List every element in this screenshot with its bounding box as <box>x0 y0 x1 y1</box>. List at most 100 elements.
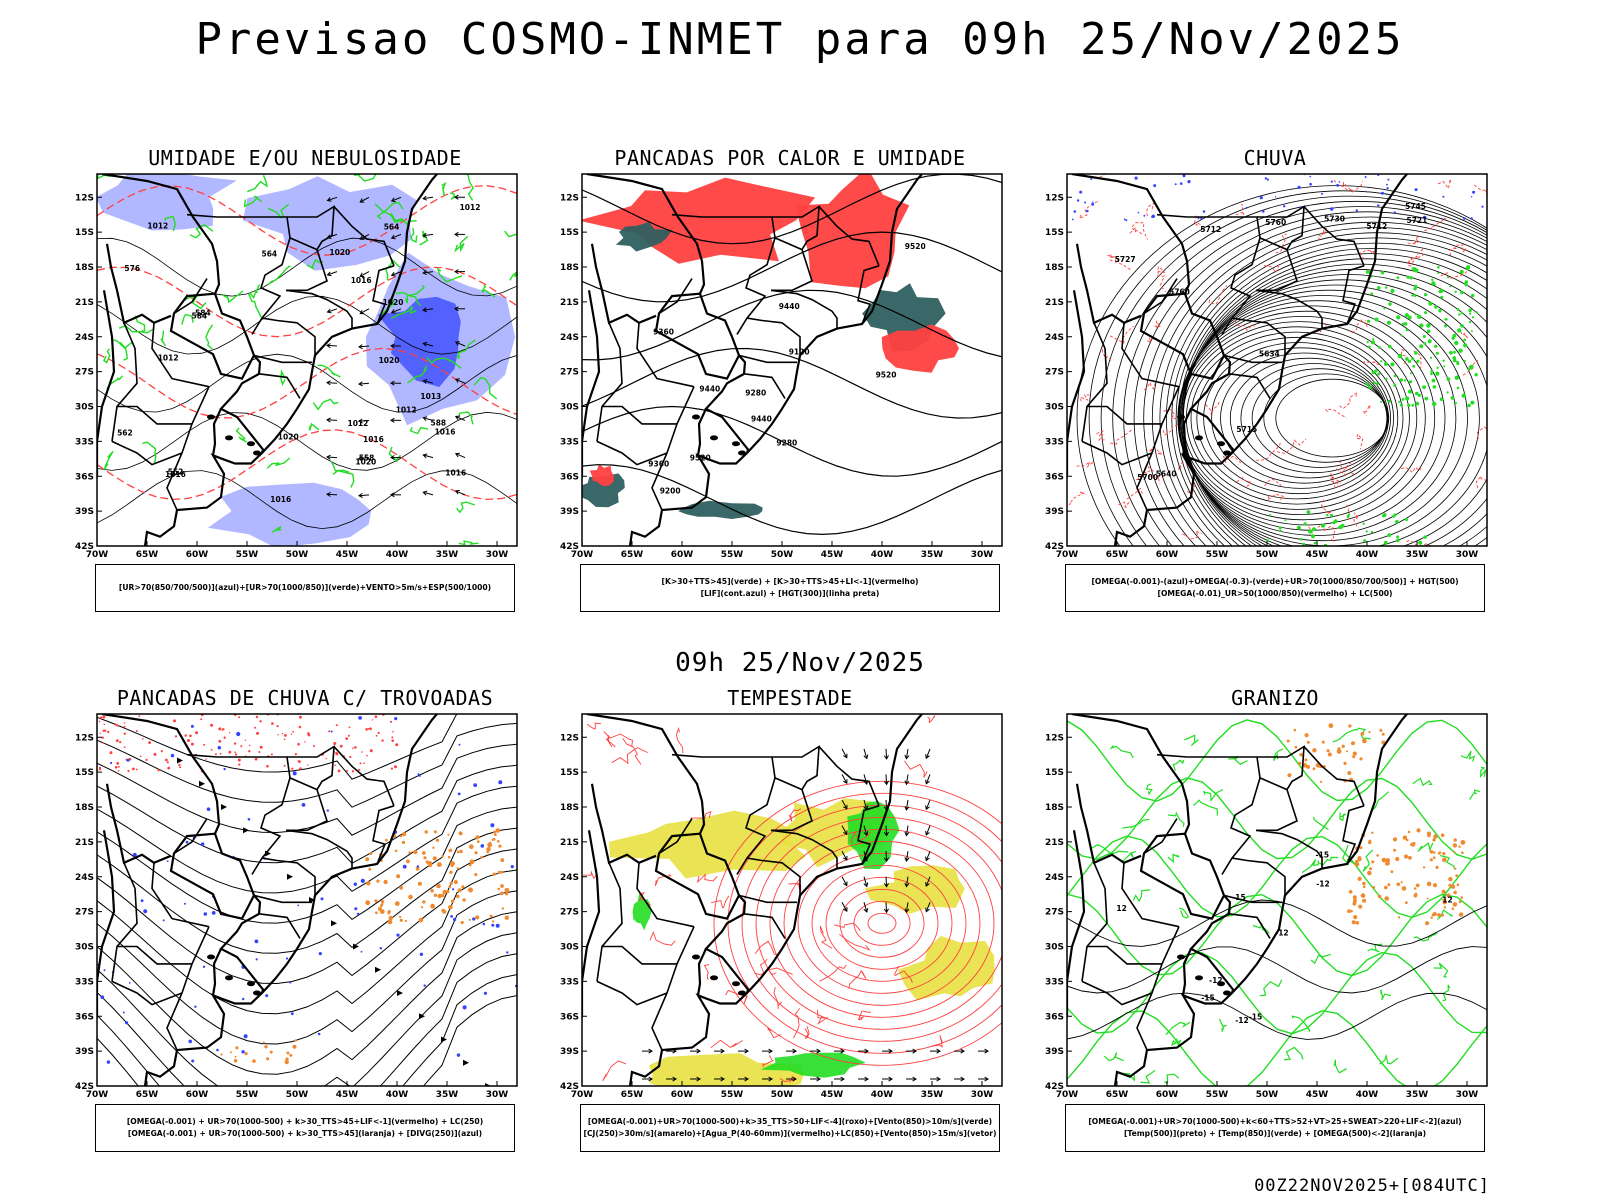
wind-vector <box>912 1048 917 1054</box>
omega-500-area <box>1413 887 1417 890</box>
hgt-500-contour <box>1196 336 1399 500</box>
omega-500-area <box>1351 920 1356 925</box>
wind-vector <box>904 831 910 837</box>
omega-500-area <box>1460 896 1463 899</box>
wind-vector <box>904 754 910 760</box>
li-instability-area <box>218 739 222 743</box>
hgt-500-contour <box>1211 347 1392 489</box>
wind-vector <box>863 799 868 810</box>
lon-tick-label: 40W <box>1356 550 1379 560</box>
omega-03-area <box>1414 313 1417 316</box>
streamline <box>97 953 517 1086</box>
k-tts-area <box>495 828 501 833</box>
humidity-1000-contour <box>436 267 463 283</box>
omega-03-area <box>1468 320 1472 324</box>
state-border <box>287 745 335 791</box>
omega-03-area <box>1419 323 1424 328</box>
lake <box>710 435 718 441</box>
wind-vector <box>455 341 466 347</box>
li-instability-area <box>119 741 122 744</box>
temp-850-contour <box>1339 812 1347 821</box>
k-tts-area <box>220 1053 223 1056</box>
contour-label: 584 <box>195 308 211 317</box>
li-instability-area <box>142 738 144 740</box>
li-instability-area <box>115 739 119 743</box>
omega-03-area <box>1417 314 1422 319</box>
contour-label: 5760 <box>1169 288 1190 297</box>
omega-03-area <box>1431 281 1436 286</box>
li-instability-area <box>187 739 190 742</box>
country-border <box>582 290 601 481</box>
contour-label: 1016 <box>435 428 456 437</box>
humidity-1000-contour <box>409 426 429 435</box>
li-instability-area <box>255 715 259 719</box>
omega-03-area <box>1396 538 1400 543</box>
li-instability-area <box>167 766 171 770</box>
lake <box>207 414 215 420</box>
omega-03-area <box>1403 322 1408 326</box>
omega-001-area <box>1264 177 1268 180</box>
omega-001-area <box>1297 185 1301 189</box>
wind-vector <box>326 344 338 347</box>
wind-vector <box>359 196 370 203</box>
omega-03-area <box>1463 343 1468 348</box>
li-instability-area <box>248 744 251 747</box>
k-tts-area <box>294 1039 297 1042</box>
humidity-1000-contour <box>454 235 469 253</box>
state-border <box>259 373 301 399</box>
lat-tick-label: 39S <box>1045 1047 1064 1057</box>
contour-label: -15 <box>1201 994 1215 1003</box>
divergence-area <box>506 951 509 954</box>
lat-tick-label: 24S <box>1045 333 1064 343</box>
omega-500-area <box>1458 845 1461 848</box>
wind-vector <box>841 825 848 835</box>
li-instability-area <box>369 749 373 753</box>
omega-500-area <box>1347 771 1352 775</box>
state-border <box>746 857 801 896</box>
lat-tick-label: 27S <box>560 908 579 918</box>
lat-tick-label: 12S <box>75 733 94 743</box>
country-border <box>1071 174 1235 454</box>
omega-001-area <box>1153 184 1157 188</box>
precip-water-contour <box>675 726 684 754</box>
wind-vector <box>841 774 848 784</box>
li-instability-area <box>138 715 141 718</box>
k-tts-area <box>436 883 441 889</box>
omega-ur-contour <box>1460 331 1469 339</box>
legend-line-2: [Temp(500)](preto) + [Temp(850)](verde) … <box>1123 1129 1427 1138</box>
contour-label: 1016 <box>165 470 186 479</box>
lon-tick-label: 60W <box>1156 1090 1179 1100</box>
wind-vector <box>843 779 848 785</box>
temp-850-contour <box>1121 851 1136 863</box>
li-instability-area <box>109 751 113 755</box>
main-title: Previsao COSMO-INMET para 09h 25/Nov/202… <box>195 14 1405 65</box>
k-tts-area <box>401 832 407 837</box>
wind-vector <box>326 271 332 277</box>
temp-850-contour <box>1380 989 1391 1001</box>
k-tts-area <box>408 894 413 900</box>
divergence-area <box>301 803 306 807</box>
lon-tick-label: 40W <box>871 550 894 560</box>
humidity-1000-contour <box>160 330 167 347</box>
omega-03-area <box>1308 529 1313 534</box>
divergence-area <box>483 991 487 995</box>
lake <box>710 975 718 981</box>
omega-ur-contour <box>1356 432 1364 450</box>
wind-vector <box>905 902 909 913</box>
omega-500-area <box>1362 881 1366 886</box>
wind-vector <box>696 1048 701 1054</box>
country-border <box>696 408 707 456</box>
humidity-1000-contour <box>142 441 157 464</box>
state-border <box>1081 440 1153 466</box>
contour-label: 584 <box>192 312 208 321</box>
omega-ur-contour <box>1476 426 1487 439</box>
temp-850-contour <box>1067 1009 1487 1086</box>
li-instability-area <box>391 739 395 742</box>
contour-label: 1016 <box>351 276 372 285</box>
streamline-arrowhead <box>199 780 205 787</box>
omega-03-area <box>1396 276 1400 280</box>
wind-vector <box>904 908 910 914</box>
omega-500-area <box>1403 854 1409 859</box>
humidity-1000-contour <box>458 540 479 546</box>
